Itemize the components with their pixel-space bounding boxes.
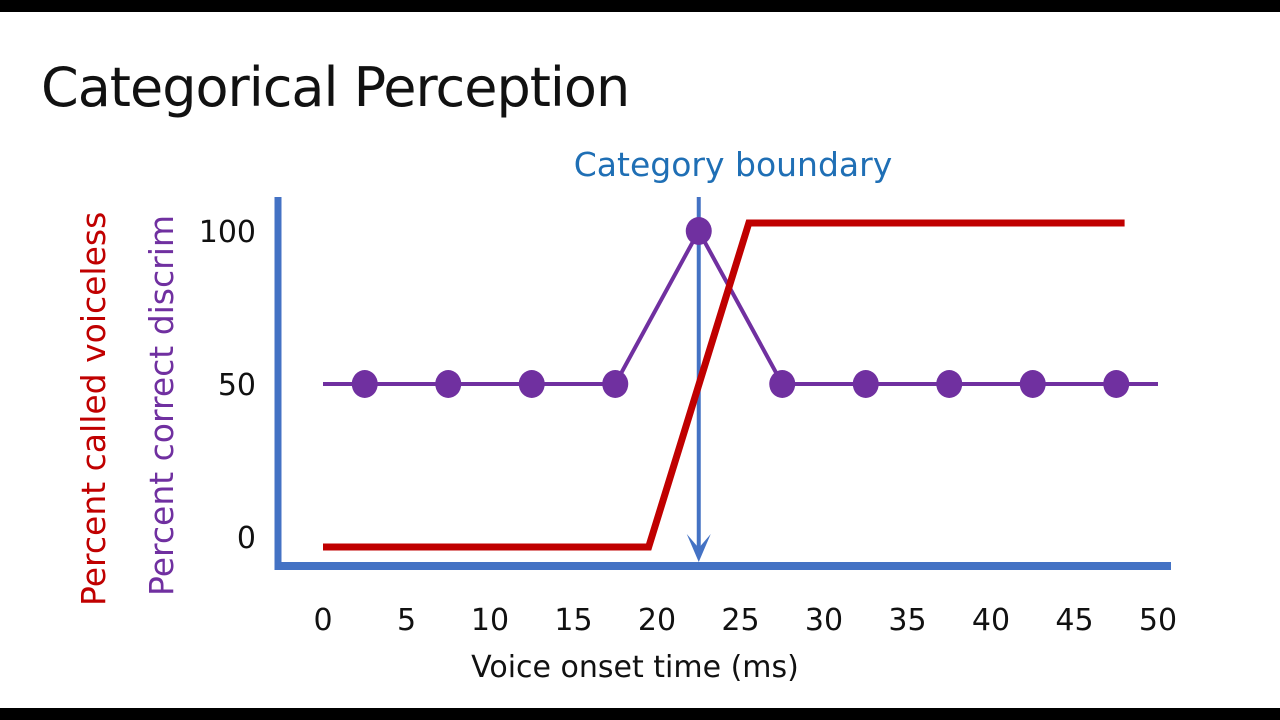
y-tick-label: 50: [218, 368, 256, 403]
y-tick-label: 100: [199, 215, 256, 250]
identification-line: [323, 219, 1125, 551]
x-tick-label: 35: [888, 603, 926, 638]
discrimination-point: [1019, 370, 1046, 398]
x-tick-label: 20: [638, 603, 676, 638]
x-tick-label: 15: [554, 603, 592, 638]
x-tick-label: 45: [1055, 603, 1093, 638]
x-tick-label: 30: [805, 603, 843, 638]
y-tick-label: 0: [237, 521, 256, 556]
discrimination-point: [351, 370, 378, 398]
discrimination-line: [323, 226, 1158, 386]
top-letterbox: [0, 0, 1280, 12]
x-tick-label: 40: [972, 603, 1010, 638]
x-tick-label: 10: [471, 603, 509, 638]
discrimination-point: [602, 370, 629, 398]
discrimination-point: [518, 370, 545, 398]
discrimination-point: [1103, 370, 1130, 398]
x-tick-label: 25: [721, 603, 759, 638]
category-boundary-label: Category boundary: [574, 145, 892, 184]
discrimination-point: [435, 370, 462, 398]
x-axis-label: Voice onset time (ms): [471, 650, 799, 685]
x-tick-label: 50: [1139, 603, 1177, 638]
discrimination-point: [685, 217, 712, 245]
x-tick-label: 5: [397, 603, 416, 638]
x-tick-label: 0: [313, 603, 332, 638]
discrimination-point: [936, 370, 963, 398]
arrow-down-icon: [686, 534, 711, 562]
slide-title: Categorical Perception: [41, 56, 630, 119]
discrimination-point: [769, 370, 796, 398]
discrimination-point: [852, 370, 879, 398]
bottom-letterbox: [0, 708, 1280, 720]
